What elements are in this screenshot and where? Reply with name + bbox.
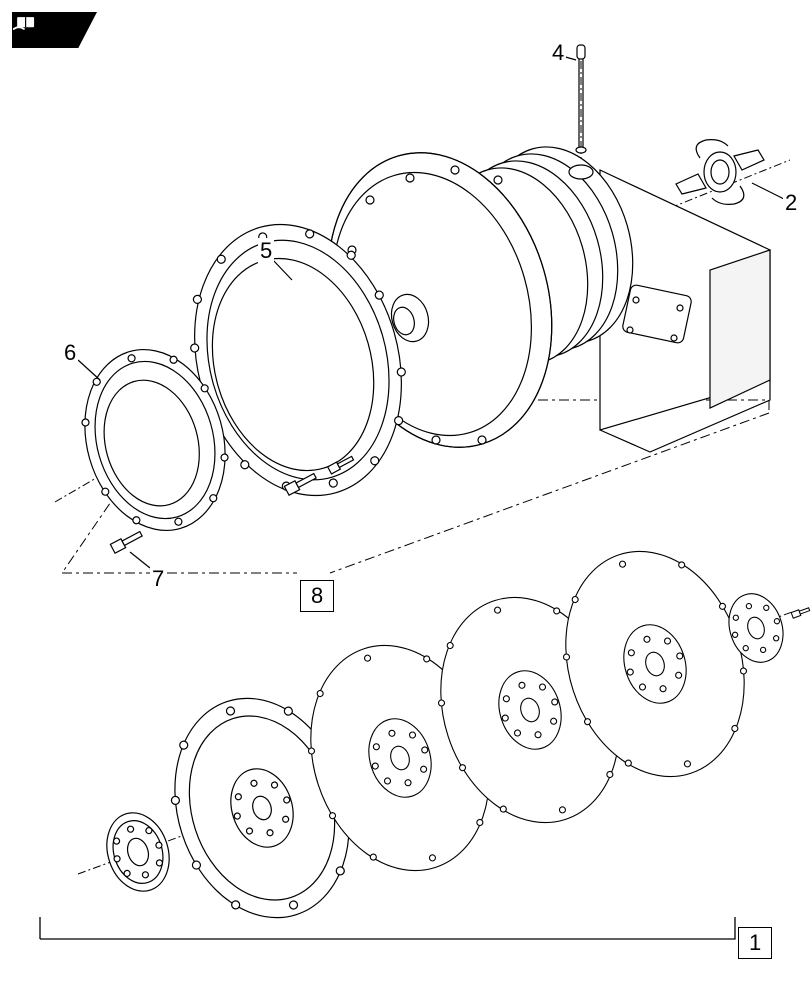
callout-5: 5: [258, 238, 274, 264]
callout-6: 6: [62, 340, 78, 366]
callout-1: 1: [738, 927, 772, 959]
callout-2: 2: [783, 190, 799, 216]
exploded-view-svg: [0, 0, 812, 1000]
callout-7: 7: [150, 566, 166, 592]
callout-8: 8: [300, 580, 334, 612]
diagram-canvas: 4 2 5 6 7 8 1: [0, 0, 812, 1000]
callout-4: 4: [550, 40, 566, 66]
